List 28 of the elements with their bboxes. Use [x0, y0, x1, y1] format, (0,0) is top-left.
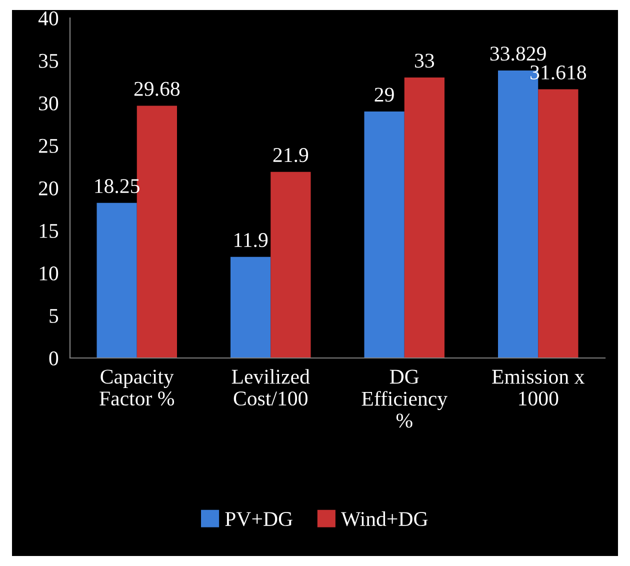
y-tick-label: 25 [38, 138, 58, 153]
y-tick-label: 20 [38, 181, 58, 196]
x-tick-label: DG Efficiency % [362, 370, 448, 428]
data-label: 31.618 [530, 65, 586, 80]
legend-label: PV+DG [225, 512, 292, 526]
data-label: 29.68 [134, 82, 180, 96]
y-tick-label: 15 [40, 224, 58, 238]
legend-label: Wind+DG [341, 511, 428, 526]
data-label: 33 [415, 54, 434, 68]
bar [230, 256, 271, 358]
x-tick-label: Levilized Cost/100 [232, 369, 310, 406]
data-label: 11.9 [234, 233, 268, 248]
bar [96, 202, 137, 358]
x-tick-label: Emission x 1000 [492, 370, 584, 406]
y-tick-label: 5 [50, 309, 58, 323]
data-label: 21.9 [273, 148, 308, 162]
y-tick-label: 40 [38, 11, 58, 26]
bar [538, 89, 578, 358]
bar [270, 172, 311, 358]
data-label: 29 [374, 88, 394, 102]
y-tick-label: 10 [40, 266, 58, 280]
y-tick-label: 35 [39, 54, 58, 68]
bar [364, 112, 404, 358]
y-tick-label: 30 [39, 96, 58, 110]
x-tick-label: Capacity Factor % [100, 370, 174, 406]
y-tick-label: 0 [49, 351, 58, 366]
bar [404, 78, 444, 358]
data-label: 33.829 [490, 46, 546, 61]
